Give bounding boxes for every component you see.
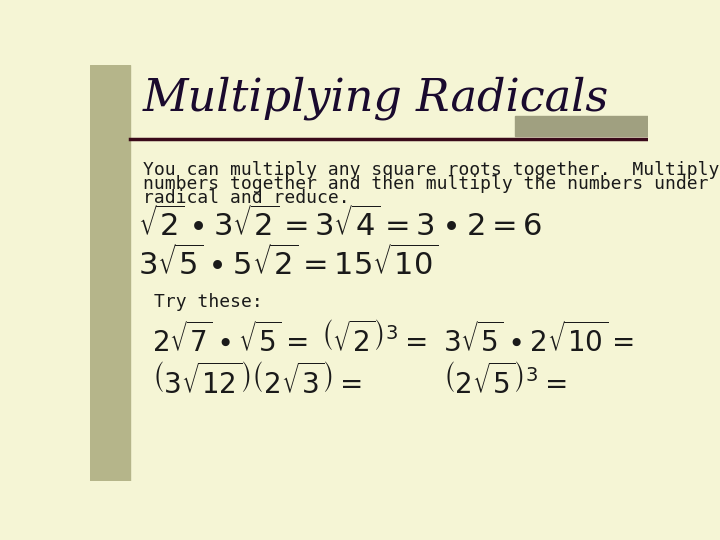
Text: $3\sqrt{5} \bullet 5\sqrt{2} = 15\sqrt{10}$: $3\sqrt{5} \bullet 5\sqrt{2} = 15\sqrt{1… [138, 245, 438, 281]
Text: $2\sqrt{7} \bullet \sqrt{5} =$: $2\sqrt{7} \bullet \sqrt{5} =$ [152, 322, 307, 357]
Text: $\left(2\sqrt{5}\right)^3 =$: $\left(2\sqrt{5}\right)^3 =$ [443, 364, 566, 400]
Text: $\sqrt{2} \bullet 3\sqrt{2} = 3\sqrt{4} = 3 \bullet 2 = 6$: $\sqrt{2} \bullet 3\sqrt{2} = 3\sqrt{4} … [138, 206, 542, 242]
Text: $\left(3\sqrt{12}\right)\left(2\sqrt{3}\right) =$: $\left(3\sqrt{12}\right)\left(2\sqrt{3}\… [152, 364, 361, 400]
Bar [90, 65, 130, 481]
Text: radical and reduce.: radical and reduce. [143, 189, 349, 207]
Text: $3\sqrt{5} \bullet 2\sqrt{10} =$: $3\sqrt{5} \bullet 2\sqrt{10} =$ [443, 322, 634, 357]
Text: Multiplying Radicals: Multiplying Radicals [143, 76, 609, 120]
Text: You can multiply any square roots together.  Multiply any whole: You can multiply any square roots togeth… [143, 161, 720, 179]
Text: Try these:: Try these: [153, 293, 262, 311]
Text: numbers together and then multiply the numbers under the: numbers together and then multiply the n… [143, 175, 720, 193]
Bar [515, 116, 648, 136]
Text: $\left(\sqrt{2}\right)^3 =$: $\left(\sqrt{2}\right)^3 =$ [321, 322, 427, 358]
